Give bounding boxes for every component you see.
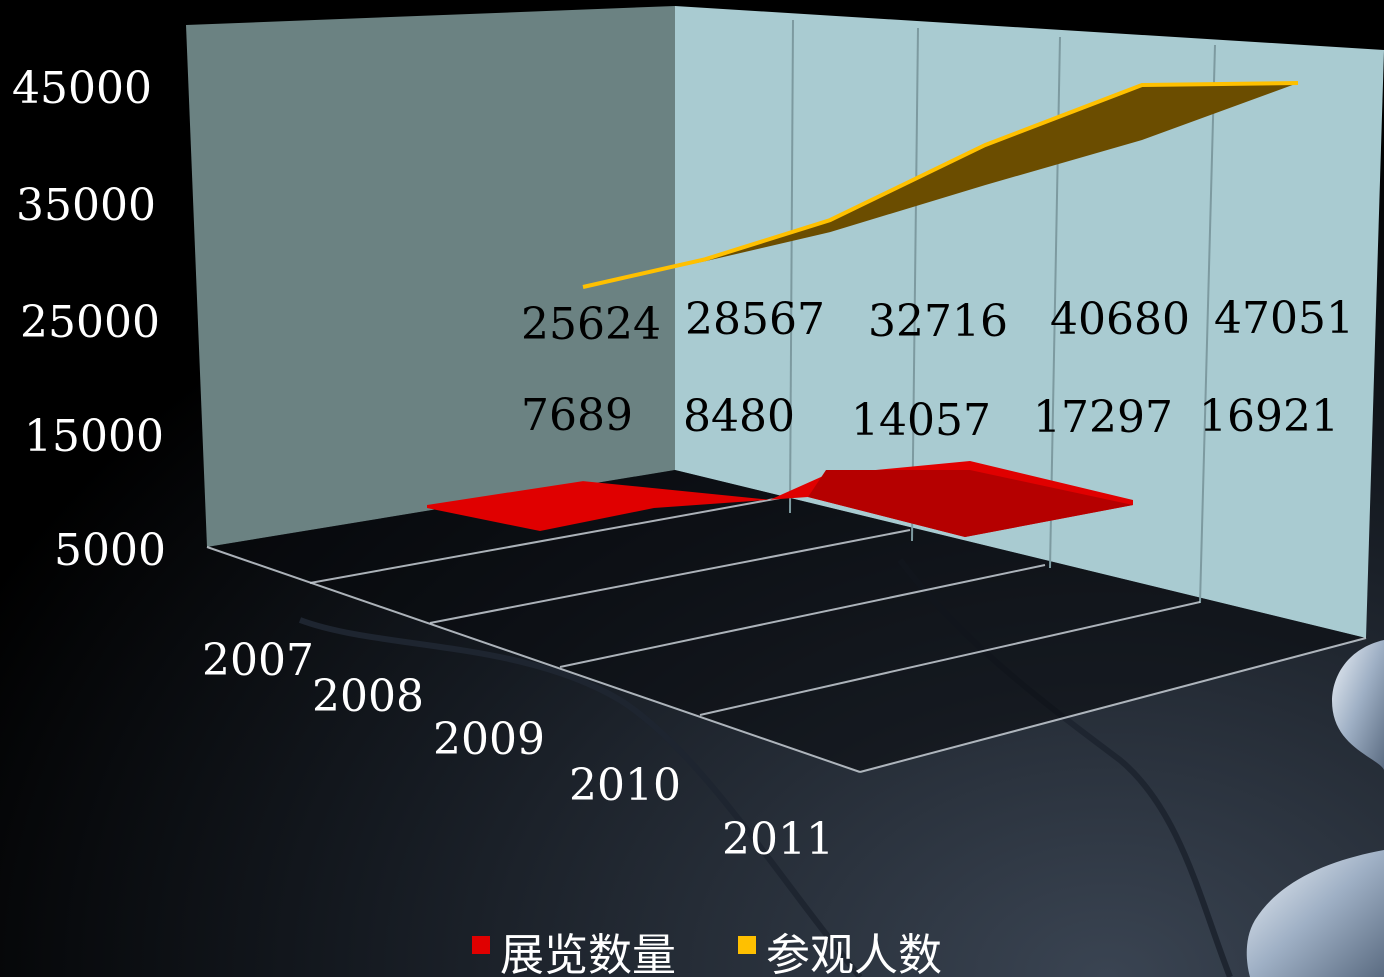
y-tick-label: 25000 <box>20 297 160 348</box>
legend-label-1: 参观人数 <box>766 930 942 977</box>
legend-swatch-0 <box>472 936 490 954</box>
series-ribbon-exhibitions-shade <box>808 470 1133 537</box>
y-tick-label: 5000 <box>54 525 166 576</box>
series-ribbons <box>427 81 1299 537</box>
series-line-visitors <box>582 81 1299 289</box>
puzzle-decoration <box>298 558 1384 977</box>
data-label-exhibitions: 8480 <box>683 391 795 442</box>
side-wall <box>186 6 675 547</box>
data-label-visitors: 32716 <box>868 296 1008 347</box>
data-label-exhibitions: 14057 <box>851 395 991 446</box>
data-label-visitors: 47051 <box>1214 293 1354 344</box>
data-label-exhibitions: 17297 <box>1033 392 1173 443</box>
x-tick-label: 2008 <box>312 671 424 722</box>
y-tick-label: 45000 <box>12 63 152 114</box>
data-label-exhibitions: 16921 <box>1199 391 1339 442</box>
x-tick-label: 2009 <box>433 714 545 765</box>
floor-edges <box>206 497 1367 773</box>
floor <box>207 470 1366 772</box>
x-tick-label: 2011 <box>722 814 834 865</box>
x-tick-label: 2007 <box>202 635 314 686</box>
y-axis: 45000 35000 25000 15000 5000 <box>12 63 166 576</box>
x-tick-label: 2010 <box>569 760 681 811</box>
data-label-exhibitions: 7689 <box>521 390 633 441</box>
y-tick-label: 15000 <box>24 411 164 462</box>
y-tick-label: 35000 <box>16 180 156 231</box>
legend: 展览数量 参观人数 <box>472 930 942 977</box>
data-label-visitors: 25624 <box>521 299 661 350</box>
data-labels: 25624 28567 32716 40680 47051 7689 8480 14057 17… <box>521 293 1354 446</box>
data-label-visitors: 40680 <box>1050 294 1190 345</box>
legend-label-0: 展览数量 <box>500 930 676 977</box>
legend-swatch-1 <box>738 936 756 954</box>
series-ribbon-visitors <box>583 83 1298 287</box>
data-label-visitors: 28567 <box>685 294 825 345</box>
